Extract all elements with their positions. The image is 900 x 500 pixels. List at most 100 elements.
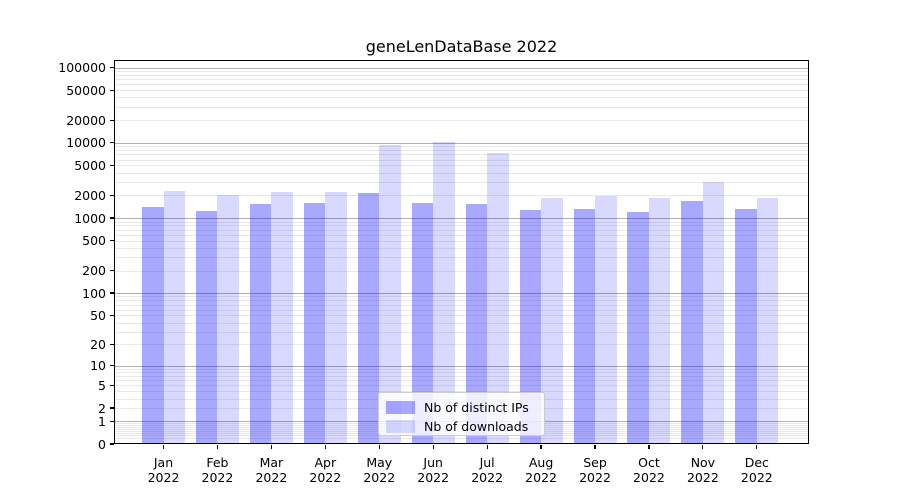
x-tick-label-oct: Oct 2022 xyxy=(614,455,684,485)
y-tick-label: 100000 xyxy=(58,60,106,76)
x-tick-year: 2022 xyxy=(201,470,234,485)
y-tick-label: 5000 xyxy=(74,157,106,173)
x-tick-mark xyxy=(216,444,219,449)
y-tick-mark xyxy=(109,384,114,386)
minor-gridline xyxy=(114,344,809,346)
minor-gridline xyxy=(114,368,809,370)
x-tick-label-apr: Apr 2022 xyxy=(290,455,360,485)
x-tick-label-jul: Jul 2022 xyxy=(452,455,522,485)
legend-label-downloads: Nb of downloads xyxy=(424,418,529,434)
y-tick-label: 5 xyxy=(98,377,106,393)
x-tick-year: 2022 xyxy=(686,470,719,485)
y-tick-label: 50000 xyxy=(66,82,106,98)
y-tick-mark xyxy=(109,443,114,445)
y-tick-mark xyxy=(109,269,114,272)
major-gridline xyxy=(114,67,809,69)
minor-gridline xyxy=(114,106,809,108)
bar-downloads-oct xyxy=(648,198,671,444)
y-tick-label: 1 xyxy=(98,413,106,429)
x-tick-month: May xyxy=(366,455,393,470)
y-tick-mark xyxy=(109,292,114,294)
minor-gridline xyxy=(114,79,809,81)
y-tick-mark xyxy=(109,217,114,219)
bar-ips-mar xyxy=(249,203,272,444)
y-tick-label: 200 xyxy=(82,263,106,279)
x-tick-year: 2022 xyxy=(417,470,450,485)
x-tick-label-jun: Jun 2022 xyxy=(398,455,468,485)
x-tick-month: Jun xyxy=(423,455,443,470)
minor-gridline xyxy=(114,120,809,122)
minor-gridline xyxy=(114,159,809,161)
y-tick-mark xyxy=(109,364,114,367)
x-tick-year: 2022 xyxy=(633,470,665,485)
x-tick-year: 2022 xyxy=(309,470,342,485)
legend-item-distinct-ips: Nb of distinct IPs xyxy=(386,399,536,415)
x-tick-label-dec: Dec 2022 xyxy=(722,455,792,485)
y-tick-label: 100 xyxy=(82,285,106,301)
x-tick-month: Dec xyxy=(744,455,769,470)
bar-downloads-dec xyxy=(756,197,779,444)
minor-gridline xyxy=(114,172,809,174)
minor-gridline xyxy=(114,315,809,317)
x-tick-mark xyxy=(540,444,542,449)
bar-downloads-jan xyxy=(163,190,185,444)
y-tick-mark xyxy=(109,240,114,242)
minor-gridline xyxy=(114,304,809,306)
minor-gridline xyxy=(114,391,809,393)
x-tick-mark xyxy=(486,444,488,449)
x-tick-year: 2022 xyxy=(740,470,773,485)
x-tick-label-jan: Jan 2022 xyxy=(129,455,199,485)
chart-title: geneLenDataBase 2022 xyxy=(365,37,558,56)
y-tick-mark xyxy=(109,314,114,317)
minor-gridline xyxy=(114,146,809,148)
minor-gridline xyxy=(114,376,809,377)
bar-downloads-feb xyxy=(217,195,239,444)
y-tick-label: 20 xyxy=(90,336,106,352)
bar-downloads-mar xyxy=(271,192,293,444)
x-tick-mark xyxy=(648,444,650,449)
bar-ips-aug xyxy=(519,210,542,444)
minor-gridline xyxy=(114,322,809,324)
minor-gridline xyxy=(114,300,809,302)
minor-gridline xyxy=(114,229,809,231)
minor-gridline xyxy=(114,195,809,197)
legend-label-ips: Nb of distinct IPs xyxy=(424,399,529,415)
minor-gridline xyxy=(114,221,809,223)
major-gridline xyxy=(114,142,809,144)
major-gridline xyxy=(114,293,809,295)
y-tick-mark xyxy=(109,420,114,422)
minor-gridline xyxy=(114,74,809,76)
bar-ips-sep xyxy=(573,209,596,444)
minor-gridline xyxy=(114,296,809,298)
x-tick-month: Apr xyxy=(314,455,337,470)
y-tick-label: 10000 xyxy=(66,135,106,151)
y-tick-mark xyxy=(109,407,114,409)
y-tick-label: 0 xyxy=(98,436,106,452)
x-tick-mark xyxy=(702,444,704,449)
minor-gridline xyxy=(114,331,809,333)
x-tick-label-may: May 2022 xyxy=(344,455,414,485)
bar-ips-jun xyxy=(411,203,434,444)
bar-ips-jan xyxy=(142,207,164,444)
minor-gridline xyxy=(114,270,809,272)
x-tick-year: 2022 xyxy=(525,470,557,485)
legend: Nb of distinct IPs Nb of downloads xyxy=(378,392,545,436)
minor-gridline xyxy=(114,380,809,382)
x-tick-year: 2022 xyxy=(579,470,611,485)
bar-downloads-jun xyxy=(433,142,455,444)
bar-ips-apr xyxy=(303,203,326,444)
minor-gridline xyxy=(114,372,809,374)
bar-ips-dec xyxy=(735,209,757,444)
minor-gridline xyxy=(114,257,809,259)
y-tick-mark xyxy=(109,164,114,167)
x-tick-label-sep: Sep 2022 xyxy=(560,455,630,485)
y-tick-mark xyxy=(109,119,114,121)
x-tick-month: Jul xyxy=(479,455,495,470)
minor-gridline xyxy=(114,84,809,86)
x-tick-month: Oct xyxy=(638,455,660,470)
x-tick-label-feb: Feb 2022 xyxy=(182,455,252,485)
x-tick-mark xyxy=(594,444,596,449)
major-gridline xyxy=(114,218,809,220)
x-tick-year: 2022 xyxy=(471,470,504,485)
